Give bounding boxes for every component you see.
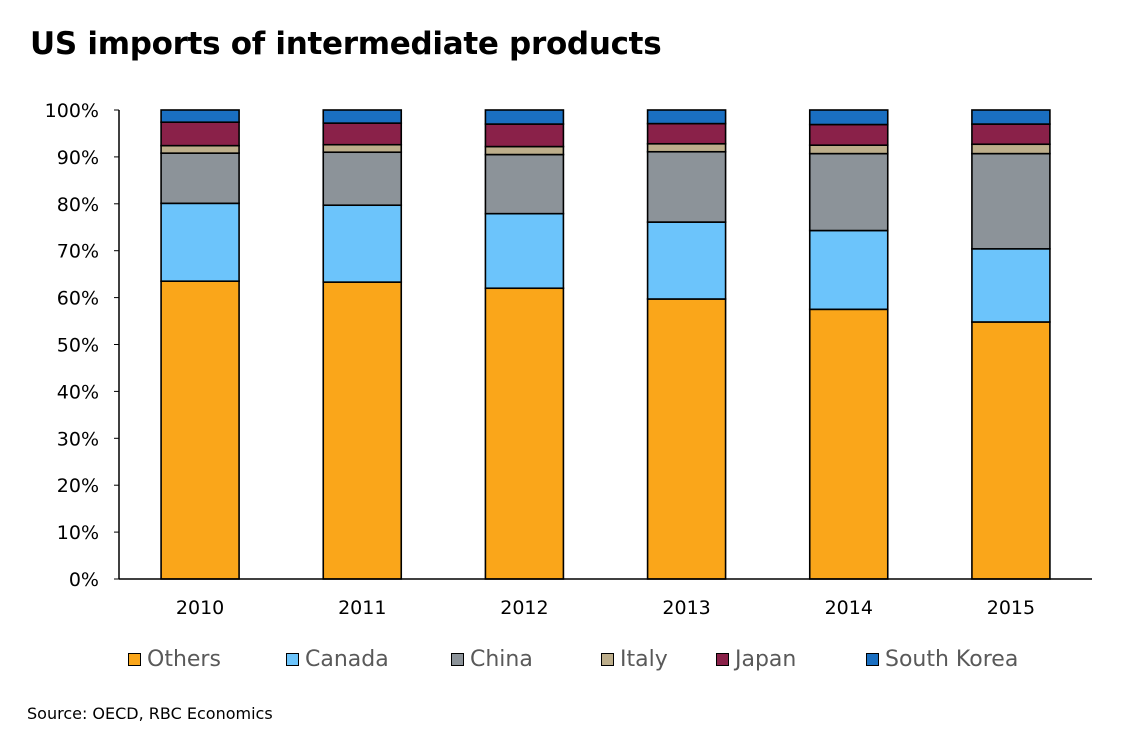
legend-label: Others <box>147 646 221 672</box>
bar-segment-south-korea-2010 <box>160 109 240 123</box>
y-tick-label: 0% <box>69 569 99 591</box>
bar-segment-italy-2013 <box>646 142 727 153</box>
bar-segment-south-korea-2011 <box>322 109 403 124</box>
x-tick-label: 2013 <box>662 597 710 619</box>
legend-swatch <box>716 652 729 666</box>
legend-swatch <box>451 652 464 666</box>
y-tick-label: 50% <box>57 335 99 357</box>
bar-segment-canada-2013 <box>646 221 727 300</box>
legend-label: Italy <box>620 646 668 672</box>
bar-segment-others-2012 <box>484 287 565 580</box>
legend-item-others: Others <box>128 647 286 672</box>
legend-item-canada: Canada <box>286 647 451 672</box>
bar-segment-others-2010 <box>160 280 240 580</box>
bar-segment-canada-2010 <box>160 202 240 282</box>
bar-segment-japan-2014 <box>808 123 889 146</box>
legend-swatch <box>601 652 614 666</box>
bar-segment-japan-2010 <box>160 121 240 147</box>
y-tick-label: 30% <box>57 428 99 450</box>
bar-segment-japan-2012 <box>484 123 565 148</box>
legend-item-south-korea: South Korea <box>866 647 1036 672</box>
legend: Others Canada China Italy Japan South Korea <box>128 645 1088 673</box>
y-tick-label: 10% <box>57 522 99 544</box>
bar-segment-canada-2012 <box>484 212 565 290</box>
chart-title: US imports of intermediate products <box>30 26 662 62</box>
bar-segment-japan-2013 <box>646 122 727 145</box>
bar-segment-china-2015 <box>971 152 1051 250</box>
bar-segment-italy-2012 <box>484 145 565 156</box>
bar-segment-japan-2011 <box>322 122 403 146</box>
y-tick-label: 90% <box>57 147 99 169</box>
bar-segment-china-2010 <box>160 152 240 205</box>
bar-segment-others-2014 <box>808 308 889 580</box>
bar-segment-canada-2014 <box>808 229 889 311</box>
bar-segment-japan-2015 <box>971 123 1051 146</box>
bar-segment-south-korea-2015 <box>971 109 1051 125</box>
x-tick-label: 2012 <box>500 597 548 619</box>
y-tick-label: 100% <box>45 100 99 122</box>
x-tick-label: 2014 <box>825 597 873 619</box>
legend-item-china: China <box>451 647 601 672</box>
bar-segment-canada-2011 <box>322 204 403 283</box>
legend-label: Canada <box>305 646 389 672</box>
legend-item-italy: Italy <box>601 647 716 672</box>
bar-segment-italy-2014 <box>808 144 889 155</box>
bar-segment-south-korea-2014 <box>808 109 889 126</box>
bar-segment-italy-2011 <box>322 143 403 154</box>
bar-segment-others-2013 <box>646 298 727 580</box>
bar-segment-china-2011 <box>322 151 403 207</box>
legend-label: South Korea <box>885 646 1019 672</box>
legend-swatch <box>286 652 299 666</box>
bar-segment-others-2015 <box>971 321 1051 580</box>
source-note: Source: OECD, RBC Economics <box>27 704 273 723</box>
legend-label: Japan <box>735 646 797 672</box>
bar-segment-italy-2010 <box>160 144 240 154</box>
legend-swatch <box>128 652 141 666</box>
legend-item-japan: Japan <box>716 647 866 672</box>
x-tick-label: 2010 <box>176 597 224 619</box>
y-tick-label: 40% <box>57 381 99 403</box>
y-tick-label: 70% <box>57 241 99 263</box>
bar-segment-china-2013 <box>646 150 727 223</box>
bar-segment-south-korea-2013 <box>646 109 727 125</box>
x-tick-label: 2011 <box>338 597 386 619</box>
bar-segment-china-2014 <box>808 152 889 232</box>
bar-segment-canada-2015 <box>971 248 1051 323</box>
bar-segment-italy-2015 <box>971 143 1051 155</box>
y-tick-label: 20% <box>57 475 99 497</box>
legend-swatch <box>866 652 879 666</box>
bar-segment-south-korea-2012 <box>484 109 565 125</box>
bar-segment-others-2011 <box>322 281 403 580</box>
y-tick-label: 80% <box>57 194 99 216</box>
y-tick-label: 60% <box>57 288 99 310</box>
bar-segment-china-2012 <box>484 153 565 215</box>
x-tick-label: 2015 <box>987 597 1035 619</box>
legend-label: China <box>470 646 533 672</box>
